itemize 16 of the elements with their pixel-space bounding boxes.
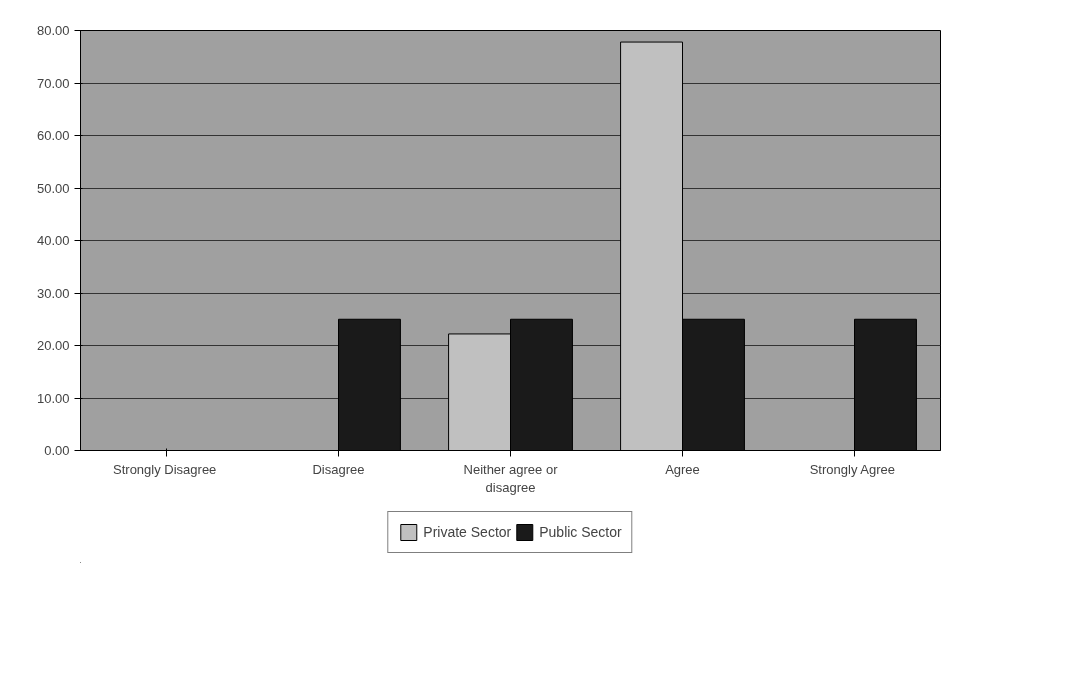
y-tick-label: 10.00 <box>36 390 70 406</box>
x-tick-label: Strongly Disagree <box>113 461 217 477</box>
legend-label: Public Sector <box>539 524 622 540</box>
y-tick-label: 70.00 <box>36 75 70 91</box>
y-tick-label: 60.00 <box>36 128 70 143</box>
x-tick-label: Disagree <box>312 461 365 477</box>
y-tick-label: 80.00 <box>36 23 70 38</box>
x-tick-label: Agree <box>665 461 700 477</box>
y-tick-label: 30.00 <box>36 285 70 301</box>
x-tick-label: Neither agree or disagree <box>463 461 559 495</box>
y-tick-label: 50.00 <box>36 180 70 196</box>
y-tick-label: 20.00 <box>36 338 70 353</box>
legend-label: Private Sector <box>423 524 512 540</box>
y-tick-label: 40.00 <box>36 233 70 248</box>
y-tick-label: 0.00 <box>44 443 70 458</box>
x-tick-label: Strongly Agree <box>809 461 895 477</box>
